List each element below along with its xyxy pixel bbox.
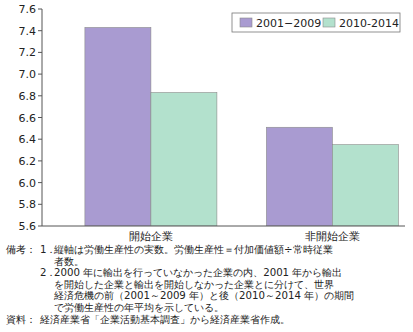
note-line: 者数。 [54,256,84,267]
y-tick-label: 6.8 [19,90,37,103]
y-tick-label: 7.4 [19,25,37,38]
y-tick [38,52,42,53]
y-tick-label: 6.0 [19,177,37,190]
bar [151,93,217,226]
x-tick-label: 非開始企業 [305,230,360,243]
notes-label: 備考： [6,244,36,255]
legend-label: 2010-2014 [339,17,399,30]
y-tick-label: 6.4 [19,133,37,146]
y-tick [38,117,42,118]
y-tick [38,74,42,75]
y-tick [38,95,42,96]
bar [332,145,398,226]
bars [85,27,399,226]
bar [85,27,151,226]
y-tick-label: 7.6 [19,3,37,16]
note-line: 縦軸は労働生産性の実数。労働生産性＝付加価値額÷常時従業 [53,244,333,255]
note-line: 2000 年に輸出を行っていなかった企業の内、2001 年から輸出 [54,267,342,278]
y-tick [38,182,42,183]
y-tick [38,30,42,31]
legend-label: 2001−2009 [256,17,321,30]
y-tick-label: 5.6 [19,220,37,233]
y-tick-label: 5.8 [19,198,37,211]
source-text: 経済産業省「企業活動基本調査」から経済産業省作成。 [39,314,290,325]
legend: 2001−2009 2010-2014 [232,13,400,32]
legend-box [232,13,400,32]
bar [266,127,332,226]
y-tick-label: 7.0 [19,68,37,81]
y-tick-label: 7.2 [19,46,37,59]
y-tick-label: 6.2 [19,155,37,168]
y-tick [38,226,42,227]
y-tick [38,160,42,161]
y-tick [38,204,42,205]
chart: 5.6 5.8 6.0 6.2 6.4 6.6 6.8 7.0 7.2 7.4 7.6 開始企業 非開始… [0,0,413,332]
note-line: で労働生産性の年平均を示している。 [54,302,224,313]
x-tick-label: 開始企業 [129,230,173,243]
y-tick-label: 6.6 [19,112,37,125]
note-line: 経済危機の前（2001～2009 年）と後（2010～2014 年）の期間 [53,290,354,301]
x-axis [42,226,405,227]
source-label: 資料： [6,314,36,325]
note-line: を開始した企業と輸出を開始しなかった企業とに分けて、世界 [54,279,334,290]
y-tick [38,139,42,140]
legend-swatch [323,18,335,27]
legend-swatch [240,18,252,27]
y-tick [38,9,42,10]
